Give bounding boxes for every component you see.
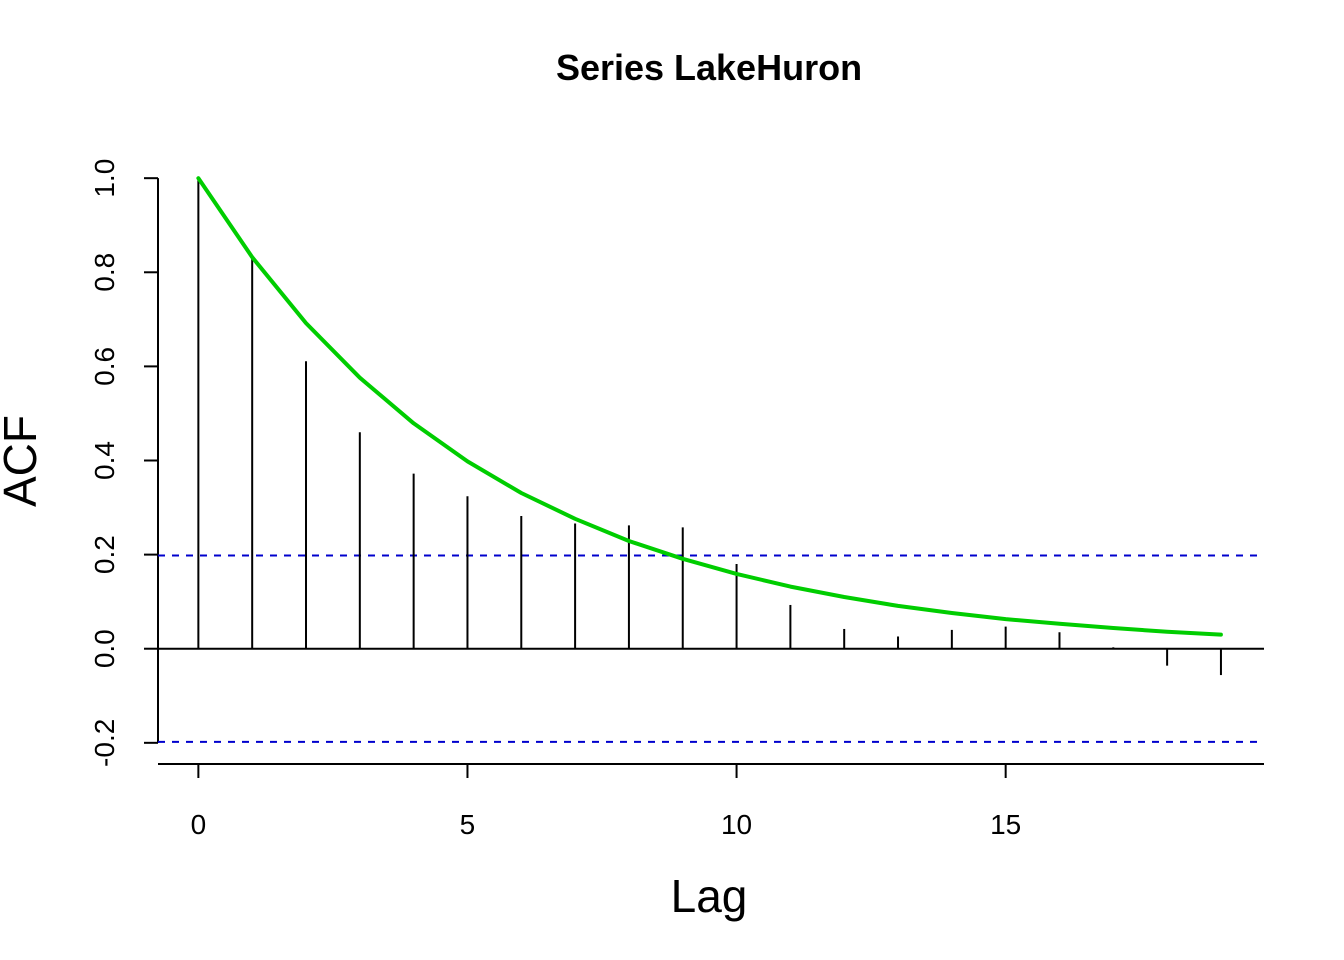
x-tick-label: 0 (191, 809, 207, 840)
y-tick-label: 0.8 (89, 253, 120, 292)
chart-title: Series LakeHuron (556, 47, 862, 88)
x-axis: 0 5 10 15 (191, 763, 1021, 840)
x-tick-label: 15 (990, 809, 1021, 840)
y-tick-label: 0.6 (89, 347, 120, 386)
x-tick-label: 10 (721, 809, 752, 840)
y-tick-label: 0.4 (89, 441, 120, 480)
y-tick-label: 0.2 (89, 535, 120, 574)
y-tick-label: 0.0 (89, 629, 120, 668)
y-axis: -0.2 0.0 0.2 0.4 0.6 0.8 1.0 (89, 159, 159, 767)
y-tick-label: 1.0 (89, 159, 120, 198)
fitted-decay-curve (196, 176, 1223, 637)
y-tick-label: -0.2 (89, 719, 120, 767)
plot-area (158, 176, 1264, 765)
x-tick-label: 5 (460, 809, 476, 840)
y-axis-label: ACF (0, 415, 46, 507)
x-axis-label: Lag (671, 870, 748, 922)
